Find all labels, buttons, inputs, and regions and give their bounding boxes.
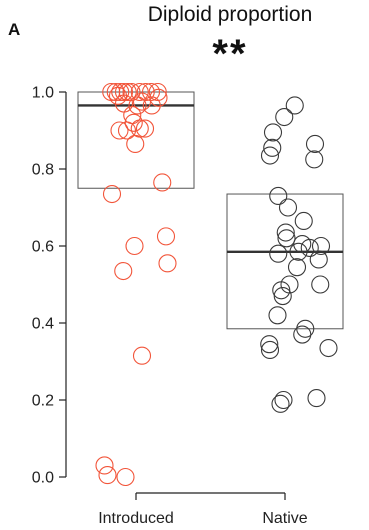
data-point (319, 338, 338, 358)
data-point (260, 340, 280, 360)
axes: 0.0 0.2 0.4 0.6 0.8 1.0 Introduced Native (32, 85, 308, 528)
data-point (158, 254, 177, 273)
data-point (309, 250, 328, 269)
data-point (126, 134, 145, 154)
data-point (285, 96, 304, 115)
data-point (273, 286, 292, 306)
data-point (136, 82, 155, 102)
data-point (260, 146, 280, 165)
data-point (135, 119, 155, 138)
data-point (263, 123, 283, 142)
data-point (102, 184, 122, 204)
y-tick-label: 0.0 (32, 470, 54, 487)
data-point (276, 223, 295, 242)
data-point (95, 456, 114, 475)
data-point (142, 96, 161, 115)
x-tick-label: Introduced (98, 510, 174, 527)
data-point (311, 275, 330, 294)
data-point (114, 82, 134, 102)
data-point (260, 335, 279, 354)
data-point (268, 306, 287, 325)
y-tick-label: 0.4 (32, 316, 54, 333)
data-point (300, 238, 319, 257)
data-point (124, 113, 143, 132)
data-point (305, 134, 325, 154)
data-point (294, 211, 313, 231)
data-point (269, 244, 288, 263)
points-layer (95, 82, 338, 487)
data-point (305, 150, 324, 169)
data-point (118, 82, 137, 102)
data-point (130, 82, 149, 102)
y-tick-label: 1.0 (32, 85, 54, 102)
panel-label: A (8, 20, 21, 39)
data-point (287, 258, 307, 277)
data-point (114, 94, 134, 113)
data-point (277, 229, 296, 248)
data-point (132, 346, 152, 365)
data-point (271, 394, 290, 413)
data-point (307, 389, 326, 408)
data-point (293, 325, 312, 344)
data-point (98, 466, 117, 485)
data-point (272, 281, 291, 300)
x-tick-label: Native (262, 510, 307, 527)
chart-title: Diploid proportion (147, 3, 313, 26)
data-point (116, 467, 135, 487)
y-tick-label: 0.2 (32, 393, 54, 410)
data-point (274, 390, 293, 410)
data-point (263, 138, 282, 157)
box-layer (77, 91, 344, 330)
data-point (275, 107, 294, 127)
iqr-box (226, 193, 344, 330)
data-point (153, 173, 172, 192)
data-point (311, 236, 331, 256)
data-point (289, 242, 308, 261)
data-point (278, 198, 298, 217)
data-point (269, 186, 288, 205)
significance-annotation: ** (212, 32, 248, 76)
data-point (114, 261, 133, 281)
data-point (156, 227, 176, 246)
data-point (128, 96, 147, 115)
data-point (111, 82, 130, 102)
y-tick-label: 0.8 (32, 162, 54, 179)
data-point (125, 236, 144, 256)
data-point (148, 82, 167, 102)
y-tick-label: 0.6 (32, 239, 54, 256)
data-point (132, 92, 152, 111)
data-point (117, 121, 137, 140)
data-point (110, 121, 129, 140)
